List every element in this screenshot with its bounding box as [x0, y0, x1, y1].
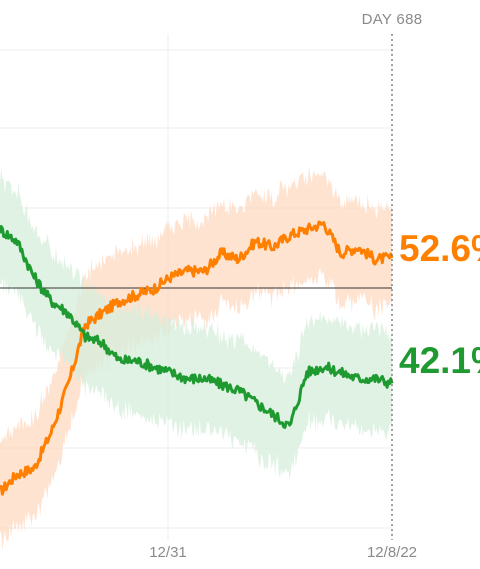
- orange-end-value-label: 52.6%: [399, 228, 480, 269]
- x-tick-label-12-8-22: 12/8/22: [367, 544, 417, 561]
- series-lines: [0, 220, 394, 496]
- x-tick-label-12-31: 12/31: [149, 544, 187, 561]
- green-series-line: [0, 225, 394, 429]
- orange-confidence-band: [0, 166, 392, 551]
- green-end-value-label: 42.1%: [399, 340, 480, 381]
- green-confidence-band: [0, 168, 392, 481]
- orange-series-line: [0, 220, 394, 496]
- current-day-label: DAY 688: [362, 11, 423, 28]
- confidence-bands: [0, 166, 392, 551]
